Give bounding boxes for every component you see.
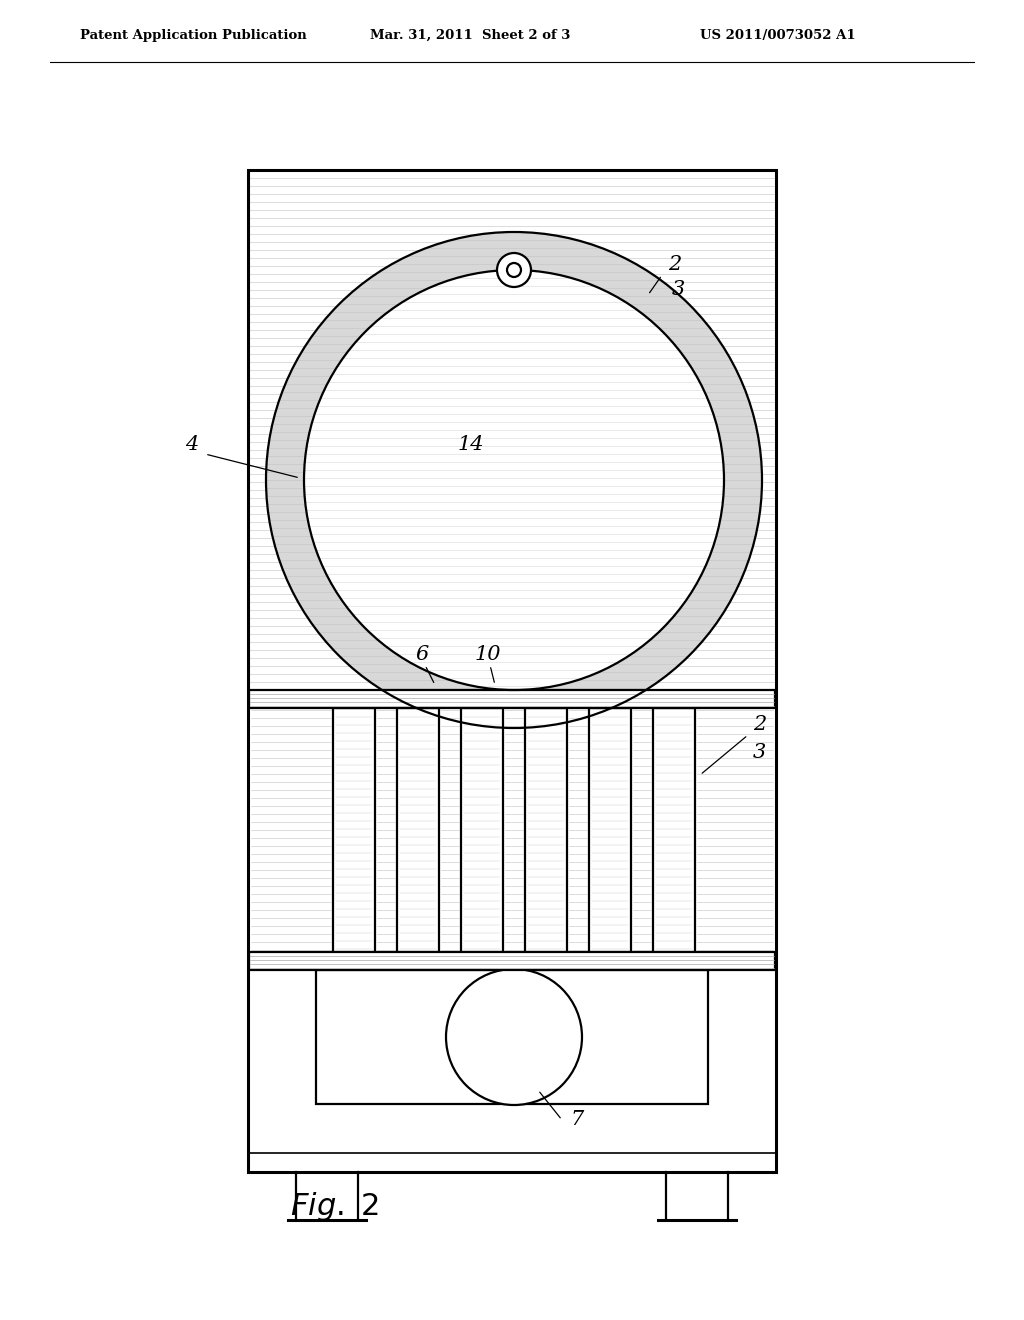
Bar bbox=[249, 952, 775, 970]
Text: 7: 7 bbox=[570, 1110, 584, 1129]
Circle shape bbox=[497, 253, 531, 286]
Circle shape bbox=[304, 271, 724, 690]
Text: 6: 6 bbox=[415, 645, 428, 664]
Bar bbox=[461, 708, 503, 952]
Text: 2: 2 bbox=[668, 255, 681, 275]
Bar bbox=[589, 708, 631, 952]
Bar bbox=[249, 1152, 775, 1171]
Circle shape bbox=[266, 232, 762, 729]
Text: 4: 4 bbox=[185, 436, 199, 454]
Text: 14: 14 bbox=[458, 436, 484, 454]
Text: 3: 3 bbox=[672, 280, 685, 300]
Bar bbox=[249, 690, 775, 708]
Text: Patent Application Publication: Patent Application Publication bbox=[80, 29, 307, 42]
Bar bbox=[249, 690, 775, 1171]
Text: 10: 10 bbox=[475, 645, 502, 664]
Text: US 2011/0073052 A1: US 2011/0073052 A1 bbox=[700, 29, 856, 42]
Circle shape bbox=[446, 969, 582, 1105]
Text: $\mathit{Fig.}$ $\mathit{2}$: $\mathit{Fig.}$ $\mathit{2}$ bbox=[290, 1191, 379, 1224]
Text: 3: 3 bbox=[753, 743, 766, 762]
Bar bbox=[316, 970, 708, 1104]
Bar bbox=[333, 708, 375, 952]
Bar bbox=[525, 708, 567, 952]
Text: Mar. 31, 2011  Sheet 2 of 3: Mar. 31, 2011 Sheet 2 of 3 bbox=[370, 29, 570, 42]
Circle shape bbox=[507, 263, 521, 277]
Text: 2: 2 bbox=[753, 715, 766, 734]
Bar bbox=[397, 708, 439, 952]
Bar bbox=[653, 708, 695, 952]
Bar bbox=[248, 170, 776, 1172]
